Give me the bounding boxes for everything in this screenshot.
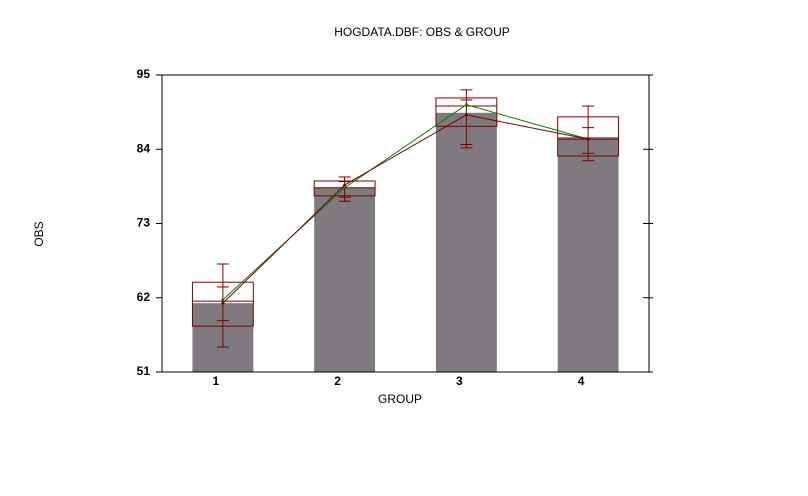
chart-title: HOGDATA.DBF: OBS & GROUP <box>334 25 510 39</box>
x-tick-label: 2 <box>334 374 341 388</box>
x-tick-label: 4 <box>578 374 585 388</box>
bar <box>314 187 376 372</box>
y-tick-label: 84 <box>137 141 151 155</box>
x-tick-label: 3 <box>456 374 463 388</box>
bar <box>435 112 497 373</box>
point <box>221 301 225 305</box>
bar <box>557 137 619 372</box>
y-tick-label: 62 <box>137 290 151 304</box>
y-tick-label: 51 <box>137 364 151 378</box>
y-tick-label: 95 <box>137 67 151 81</box>
point <box>464 103 468 107</box>
line <box>222 114 589 304</box>
point <box>221 298 225 302</box>
y-tick-label: 73 <box>137 216 151 230</box>
y-axis-label: OBS <box>32 221 46 246</box>
point <box>343 186 347 190</box>
point <box>464 113 468 117</box>
point <box>343 183 347 187</box>
point <box>586 137 590 141</box>
x-tick-label: 1 <box>213 374 220 388</box>
plot-frame <box>161 74 650 373</box>
x-axis-label: GROUP <box>378 392 422 406</box>
